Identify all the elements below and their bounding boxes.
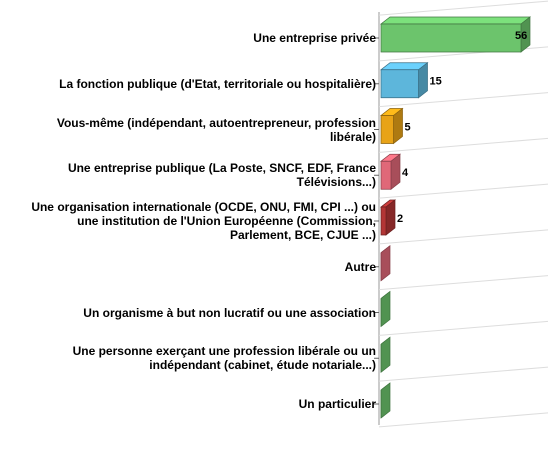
- category-label: Une entreprise publique (La Poste, SNCF,…: [67, 161, 376, 190]
- bar: [380, 382, 391, 419]
- value-label: 5: [405, 121, 411, 133]
- bar-front: [380, 69, 419, 99]
- grid-line: [378, 137, 549, 153]
- bar: [380, 290, 391, 328]
- grid-line: [378, 92, 549, 108]
- bar: [379, 62, 429, 99]
- bar: [379, 16, 532, 53]
- bar-top: [379, 16, 532, 25]
- bar-front: [380, 160, 392, 190]
- bar: [380, 245, 391, 282]
- category-label: Vous-même (indépendant, autoentrepreneur…: [56, 115, 376, 144]
- bar-side: [380, 382, 391, 419]
- grid-line: [378, 412, 549, 428]
- value-label: 15: [430, 76, 442, 88]
- grid-line: [378, 229, 549, 245]
- grid-line: [378, 275, 549, 291]
- bar-front: [380, 23, 522, 53]
- bar-side: [380, 336, 391, 373]
- grid-line: [378, 320, 549, 336]
- value-label: 4: [402, 167, 409, 179]
- category-label: Une organisation internationale (OCDE, O…: [31, 200, 376, 242]
- value-label: 56: [515, 30, 527, 42]
- bar-side: [380, 245, 391, 282]
- bar: [380, 336, 391, 373]
- value-label: 2: [397, 213, 403, 225]
- bar: [379, 107, 404, 145]
- bar-front: [380, 206, 387, 236]
- category-label: La fonction publique (d'Etat, territoria…: [59, 76, 376, 91]
- category-label: Une entreprise privée: [253, 31, 376, 45]
- category-label: Un organisme à but non lucratif ou une a…: [83, 305, 376, 320]
- category-label: Un particulier: [298, 397, 376, 411]
- category-label: Une personne exerçant une profession lib…: [72, 344, 376, 373]
- grid-line: [378, 183, 549, 199]
- grid-line: [378, 0, 549, 16]
- bar: [379, 199, 397, 236]
- grid-line: [378, 366, 549, 382]
- category-label: Autre: [344, 259, 376, 274]
- bar-front: [380, 115, 394, 144]
- bar-side: [380, 290, 391, 328]
- bar: [379, 153, 402, 190]
